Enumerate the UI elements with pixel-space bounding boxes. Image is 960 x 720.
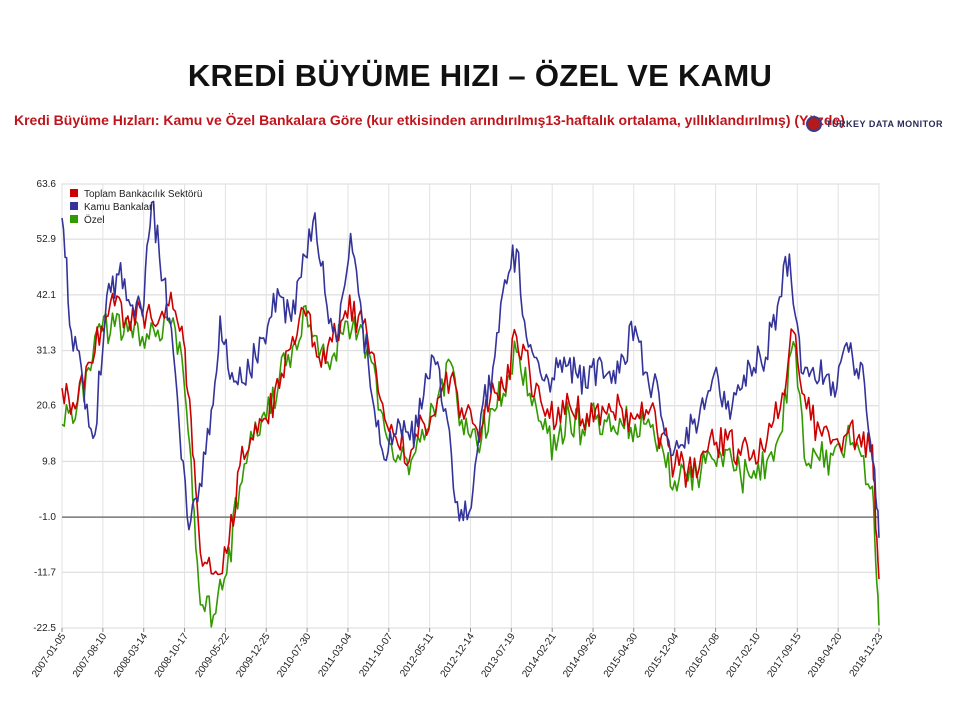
- x-tick-label: 2017-02-10: [725, 631, 764, 680]
- legend-label: Kamu Bankaları: [84, 202, 155, 213]
- legend-label: Toplam Bankacılık Sektörü: [84, 189, 202, 200]
- x-tick-label: 2008-10-17: [153, 631, 192, 680]
- y-tick-label: 63.6: [37, 179, 57, 190]
- x-tick-label: 2014-02-21: [520, 631, 559, 680]
- y-tick-label: -11.7: [34, 567, 56, 578]
- slide-title: KREDİ BÜYÜME HIZI – ÖZEL VE KAMU: [187, 58, 773, 93]
- chart-title: Kredi Büyüme Hızları: Kamu ve Özel Banka…: [14, 112, 845, 128]
- x-tick-label: 2015-12-04: [643, 631, 682, 680]
- x-tick-label: 2009-05-22: [194, 631, 233, 680]
- x-tick-label: 2012-12-14: [439, 631, 478, 680]
- series-line-public: [61, 200, 880, 538]
- y-tick-label: 31.3: [37, 346, 57, 357]
- x-tick-label: 2007-01-05: [30, 631, 69, 680]
- x-tick-label: 2011-03-04: [316, 631, 354, 679]
- series-line-total: [61, 291, 880, 580]
- legend-swatch: [70, 215, 78, 223]
- x-tick-label: 2013-07-19: [479, 631, 518, 680]
- y-tick-label: 20.6: [37, 401, 57, 412]
- x-tick-label: 2018-11-23: [848, 631, 886, 679]
- x-tick-label: 2012-05-11: [398, 631, 436, 679]
- x-tick-label: 2018-04-20: [806, 631, 845, 680]
- legend-label: Özel: [84, 214, 105, 226]
- series-line-private: [61, 304, 880, 628]
- x-tick-label: 2016-07-08: [684, 631, 723, 680]
- x-tick-label: 2008-03-14: [112, 631, 151, 680]
- brand-logo-text: TÜRKEY DATA MONITOR: [826, 119, 943, 129]
- brand-mark-icon: [806, 116, 822, 132]
- x-tick-label: 2014-09-26: [561, 631, 600, 680]
- y-tick-label: 52.9: [37, 234, 57, 245]
- y-tick-label: -1.0: [39, 512, 57, 523]
- brand-logo: TÜRKEY DATA MONITOR: [806, 116, 946, 134]
- x-tick-label: 2007-08-10: [71, 631, 110, 680]
- y-tick-label: 42.1: [37, 290, 57, 301]
- y-tick-label: 9.8: [42, 456, 56, 467]
- x-tick-label: 2010-07-30: [275, 631, 314, 680]
- x-tick-label: 2017-09-15: [765, 631, 804, 680]
- x-tick-label: 2015-04-30: [602, 631, 641, 680]
- y-tick-label: -22.5: [33, 623, 56, 634]
- legend-swatch: [70, 189, 78, 197]
- x-tick-label: 2011-10-07: [357, 631, 395, 679]
- legend-swatch: [70, 202, 78, 210]
- x-tick-label: 2009-12-25: [234, 631, 273, 680]
